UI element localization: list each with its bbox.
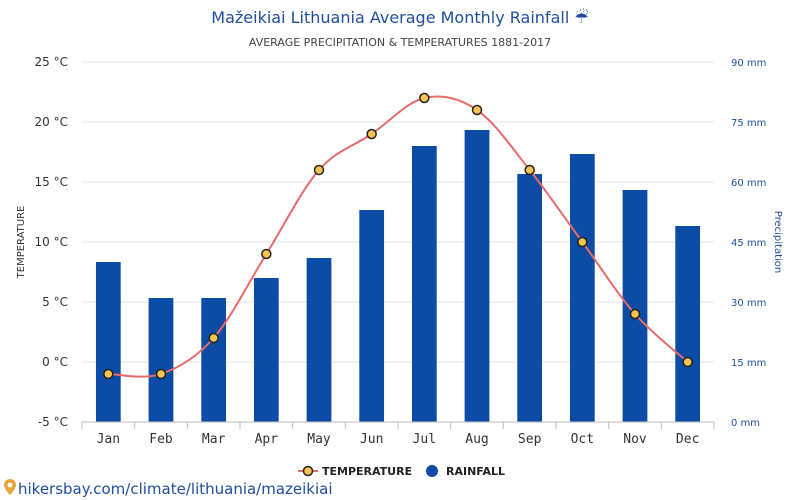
x-tick-label: Apr: [255, 432, 279, 447]
rainfall-bar: [359, 210, 385, 422]
x-tick-label: Dec: [676, 432, 699, 447]
y2-tick-label: 30 mm: [731, 298, 766, 309]
legend-rainfall-label: RAINFALL: [446, 465, 505, 478]
y-axis-title: TEMPERATURE: [16, 206, 27, 280]
chart-title: Mažeikiai Lithuania Average Monthly Rain…: [211, 7, 588, 27]
rainfall-bar: [622, 190, 648, 422]
temperature-point: [155, 368, 167, 380]
temperature-point: [577, 236, 588, 248]
x-tick-label: Jun: [360, 432, 383, 447]
axes: 25 °C 90 mm 20 °C 75 mm 15 °C 60 mm 10 °C 45 mm…: [35, 55, 767, 447]
y-tick-label: 0 °C: [42, 355, 68, 369]
rainfall-bar: [201, 298, 227, 422]
y2-tick-label: 0 mm: [731, 418, 760, 429]
rainfall-bar: [675, 226, 701, 422]
legend-temperature-label: TEMPERATURE: [322, 465, 412, 478]
temperature-point: [471, 104, 483, 116]
legend: TEMPERATURE RAINFALL: [298, 465, 505, 478]
x-tick-label: Mar: [202, 432, 226, 447]
temperature-point: [682, 356, 693, 368]
y-tick-label: 5 °C: [42, 295, 68, 309]
y-tick-label: 15 °C: [35, 175, 68, 189]
y2-tick-label: 90 mm: [731, 58, 766, 69]
y2-tick-label: 15 mm: [731, 358, 766, 369]
map-pin-icon: [4, 479, 16, 499]
temperature-point: [419, 92, 430, 104]
x-tick-label: May: [307, 432, 331, 447]
rainfall-bar: [569, 154, 595, 422]
y-tick-label: 20 °C: [35, 115, 68, 129]
rainfall-bar: [411, 146, 437, 422]
legend-rainfall-marker: [426, 465, 438, 477]
temperature-line-path: [108, 95, 689, 378]
temperature-point: [366, 128, 377, 140]
y2-tick-label: 45 mm: [731, 238, 766, 249]
x-tick-label: Oct: [571, 432, 594, 447]
y2-axis-title: Precipitation: [772, 211, 783, 274]
temperature-line: [103, 92, 693, 380]
y-tick-label: -5 °C: [38, 415, 68, 429]
x-tick-label: Sep: [518, 432, 542, 447]
source-link-text: hikersbay.com/climate/lithuania/mazeikia…: [18, 480, 333, 498]
x-tick-label: Feb: [149, 432, 173, 447]
temperature-point: [261, 248, 272, 260]
legend-item-rainfall[interactable]: RAINFALL: [426, 465, 505, 478]
x-tick-label: Aug: [465, 432, 488, 447]
rainfall-bar: [253, 278, 279, 422]
rainfall-bar: [464, 130, 490, 422]
y2-tick-label: 60 mm: [731, 178, 766, 189]
legend-item-temperature[interactable]: TEMPERATURE: [298, 465, 412, 478]
temperature-point: [629, 308, 641, 320]
y2-tick-label: 75 mm: [731, 118, 766, 129]
rainfall-bars: [95, 130, 701, 422]
rainfall-bar: [148, 298, 174, 422]
source-link[interactable]: hikersbay.com/climate/lithuania/mazeikia…: [4, 479, 333, 499]
rainfall-bar: [306, 258, 332, 422]
temperature-point: [313, 164, 325, 176]
legend-temperature-marker: [302, 465, 314, 477]
rainfall-bar: [517, 174, 543, 422]
rainfall-bar: [95, 262, 121, 422]
x-tick-label: Jul: [413, 432, 436, 447]
chart-subtitle: AVERAGE PRECIPITATION & TEMPERATURES 188…: [249, 36, 551, 49]
x-tick-label: Jan: [97, 432, 120, 447]
y-tick-label: 10 °C: [35, 235, 68, 249]
temperature-point: [524, 164, 535, 176]
x-tick-label: Nov: [623, 432, 647, 447]
y-tick-label: 25 °C: [35, 55, 68, 69]
temperature-point: [103, 368, 114, 380]
temperature-point: [208, 332, 219, 344]
